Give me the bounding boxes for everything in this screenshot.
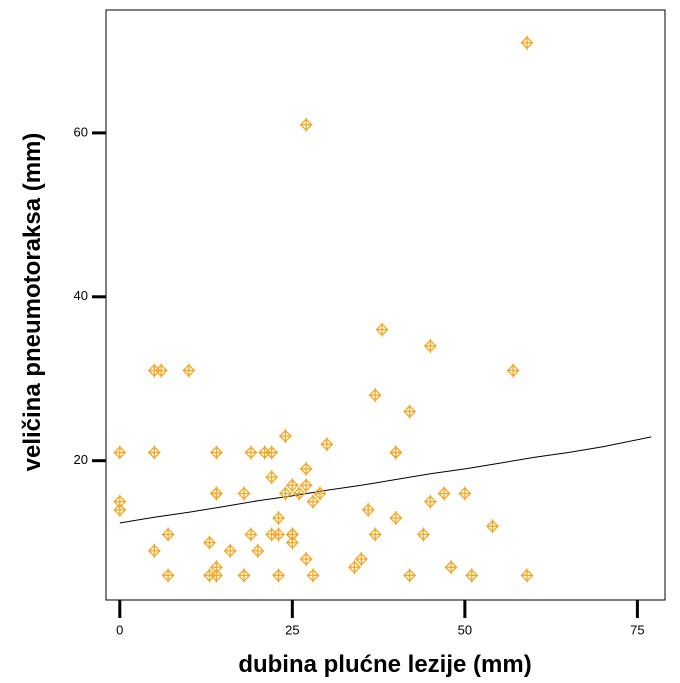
y-axis-title: veličina pneumotoraksa (mm) <box>19 133 46 472</box>
data-point <box>210 568 223 583</box>
data-point <box>506 363 520 378</box>
x-tick-label: 50 <box>458 623 472 638</box>
data-point <box>244 445 258 460</box>
data-point <box>279 429 292 444</box>
data-point <box>279 486 292 501</box>
data-point <box>223 543 237 558</box>
y-axis: 20 40 60 <box>74 124 106 467</box>
data-point <box>272 527 285 542</box>
data-point <box>299 478 313 493</box>
data-point <box>154 363 168 378</box>
data-point <box>520 35 534 50</box>
data-point <box>423 338 437 353</box>
data-point <box>251 543 265 558</box>
data-point <box>182 363 196 378</box>
data-point <box>361 502 375 517</box>
data-point <box>244 527 258 542</box>
y-tick-label: 40 <box>74 288 88 303</box>
data-point <box>285 478 299 493</box>
data-point <box>423 494 437 509</box>
data-point <box>368 527 382 542</box>
data-point <box>292 486 306 501</box>
data-point <box>403 568 417 583</box>
data-point <box>265 470 279 485</box>
data-point <box>272 511 285 526</box>
data-point <box>417 527 430 542</box>
data-point <box>320 437 334 452</box>
data-point <box>389 511 403 526</box>
data-point <box>299 117 313 132</box>
data-point <box>203 535 216 550</box>
data-point <box>389 445 403 460</box>
data-point <box>210 486 223 501</box>
x-tick-label: 0 <box>116 623 123 638</box>
x-tick-label: 75 <box>630 623 644 638</box>
data-point <box>306 568 320 583</box>
data-point <box>113 502 127 517</box>
data-point <box>437 486 451 501</box>
data-point <box>403 404 417 419</box>
data-point <box>237 568 251 583</box>
y-tick-label: 20 <box>74 452 88 467</box>
x-axis: 0 25 50 75 <box>116 600 645 638</box>
data-point <box>210 445 223 460</box>
data-point <box>113 445 127 460</box>
data-point <box>265 445 279 460</box>
data-point <box>375 322 389 337</box>
data-point <box>237 486 251 501</box>
data-point <box>313 486 327 501</box>
data-point <box>348 560 361 575</box>
data-point <box>299 461 313 476</box>
data-point <box>354 552 368 567</box>
data-point <box>368 388 382 403</box>
data-point <box>285 535 299 550</box>
data-point <box>306 494 320 509</box>
data-point <box>520 568 534 583</box>
data-point <box>161 568 175 583</box>
x-axis-title: dubina plućne lezije (mm) <box>238 651 531 678</box>
y-tick-label: 60 <box>74 124 88 139</box>
fit-line <box>119 436 652 524</box>
data-points <box>113 35 534 583</box>
data-point <box>458 486 472 501</box>
data-point <box>161 527 175 542</box>
data-point <box>147 445 161 460</box>
data-point <box>299 552 313 567</box>
data-point <box>486 519 499 534</box>
data-point <box>272 568 285 583</box>
x-tick-label: 25 <box>285 623 299 638</box>
data-point <box>465 568 479 583</box>
data-point <box>444 560 458 575</box>
fit-line-layer <box>119 436 652 524</box>
plot-area <box>105 9 666 601</box>
data-point <box>147 543 161 558</box>
